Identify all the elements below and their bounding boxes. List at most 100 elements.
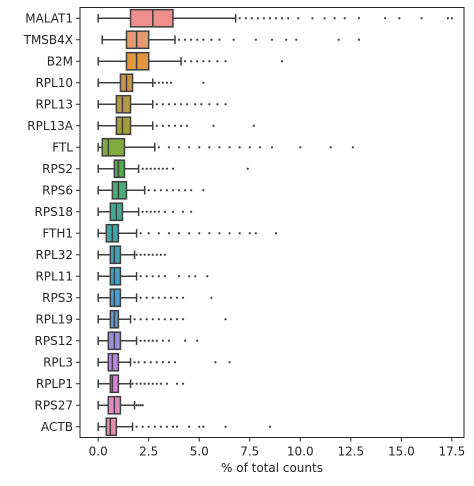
x-tick-label: 12.5 (337, 445, 364, 459)
outlier-point (281, 60, 284, 63)
outlier-point (153, 425, 156, 428)
outlier-point (343, 17, 346, 20)
outlier-point (141, 167, 144, 170)
y-tick-label: RPL19 (35, 312, 73, 326)
outlier-point (163, 210, 166, 213)
y-tick-label: FTH1 (42, 226, 73, 240)
outlier-point (149, 167, 152, 170)
outlier-point (133, 318, 136, 321)
outlier-point (171, 425, 175, 428)
outlier-point (155, 382, 158, 385)
box-iqr (111, 180, 128, 200)
outlier-point (351, 146, 354, 149)
box-iqr (109, 288, 122, 308)
outlier-point (398, 17, 401, 20)
outlier-point (202, 81, 205, 84)
outlier-point (268, 425, 272, 428)
outlier-point (163, 275, 166, 278)
outlier-point (161, 124, 164, 127)
outlier-point (151, 339, 154, 342)
y-tick-label: RPL32 (35, 248, 73, 262)
outlier-point (198, 425, 201, 428)
outlier-point (159, 189, 162, 192)
y-tick-label: ACTB (41, 420, 73, 434)
outlier-point (153, 81, 156, 84)
outlier-point (210, 38, 213, 41)
outlier-point (157, 167, 160, 170)
outlier-point (151, 382, 154, 385)
y-tick-label: FTL (52, 140, 73, 154)
y-tick-label: RPS3 (42, 291, 73, 305)
outlier-point (450, 17, 453, 20)
box-group-rpl13a (97, 116, 255, 136)
outlier-point (228, 361, 231, 364)
box-group-malat1 (97, 8, 453, 28)
outlier-point (252, 124, 255, 127)
outlier-point (133, 361, 136, 364)
outlier-point (155, 253, 158, 256)
outlier-point (188, 232, 191, 235)
outlier-point (228, 146, 231, 149)
y-tick-label: RPL13A (27, 119, 74, 133)
outlier-point (446, 17, 449, 20)
outlier-point (198, 232, 201, 235)
outlier-point (173, 103, 177, 106)
outlier-point (202, 60, 205, 63)
outlier-point (262, 17, 266, 20)
outlier-point (337, 38, 340, 41)
outlier-point (238, 17, 241, 20)
y-tick-label: RPL3 (43, 355, 73, 369)
outlier-point (179, 124, 183, 127)
outlier-point (149, 210, 152, 213)
outlier-point (420, 17, 423, 20)
outlier-point (153, 189, 156, 192)
outlier-point (163, 296, 166, 299)
outlier-point (196, 38, 199, 41)
box-iqr (115, 116, 132, 136)
outlier-point (190, 210, 193, 213)
y-tick-label: B2M (47, 54, 73, 68)
box-group-fth1 (97, 223, 278, 243)
outlier-point (151, 275, 154, 278)
outlier-point (244, 17, 247, 20)
outlier-point (183, 60, 187, 63)
outlier-point (157, 296, 160, 299)
outlier-point (175, 318, 179, 321)
outlier-point (258, 146, 261, 149)
outlier-point (206, 275, 209, 278)
outlier-point (167, 232, 171, 235)
outlier-point (177, 189, 181, 192)
outlier-point (188, 275, 191, 278)
outlier-point (274, 232, 278, 235)
outlier-point (155, 103, 158, 106)
outlier-point (147, 253, 150, 256)
x-tick-label: 7.5 (240, 445, 259, 459)
outlier-point (248, 146, 251, 149)
outlier-point (143, 361, 146, 364)
outlier-point (384, 17, 387, 20)
y-tick-label: RPS6 (42, 183, 73, 197)
outlier-point (147, 189, 150, 192)
outlier-point (218, 232, 221, 235)
outlier-point (270, 38, 274, 41)
x-axis-title: % of total counts (221, 461, 323, 475)
outlier-point (202, 189, 205, 192)
box-group-rpl10 (97, 73, 205, 93)
outlier-point (181, 210, 185, 213)
outlier-point (157, 275, 160, 278)
outlier-point (216, 103, 219, 106)
box-group-rpl13 (97, 94, 227, 114)
outlier-point (181, 296, 185, 299)
outlier-point (161, 361, 164, 364)
outlier-point (143, 339, 146, 342)
outlier-point (175, 382, 179, 385)
outlier-point (295, 38, 298, 41)
outlier-point (139, 339, 142, 342)
outlier-point (254, 232, 257, 235)
outlier-point (137, 404, 140, 407)
y-tick-label: RPL13 (35, 97, 73, 111)
y-tick-label: RPS2 (42, 162, 73, 176)
outlier-point (165, 81, 169, 84)
box-iqr (129, 8, 174, 28)
outlier-point (285, 38, 288, 41)
